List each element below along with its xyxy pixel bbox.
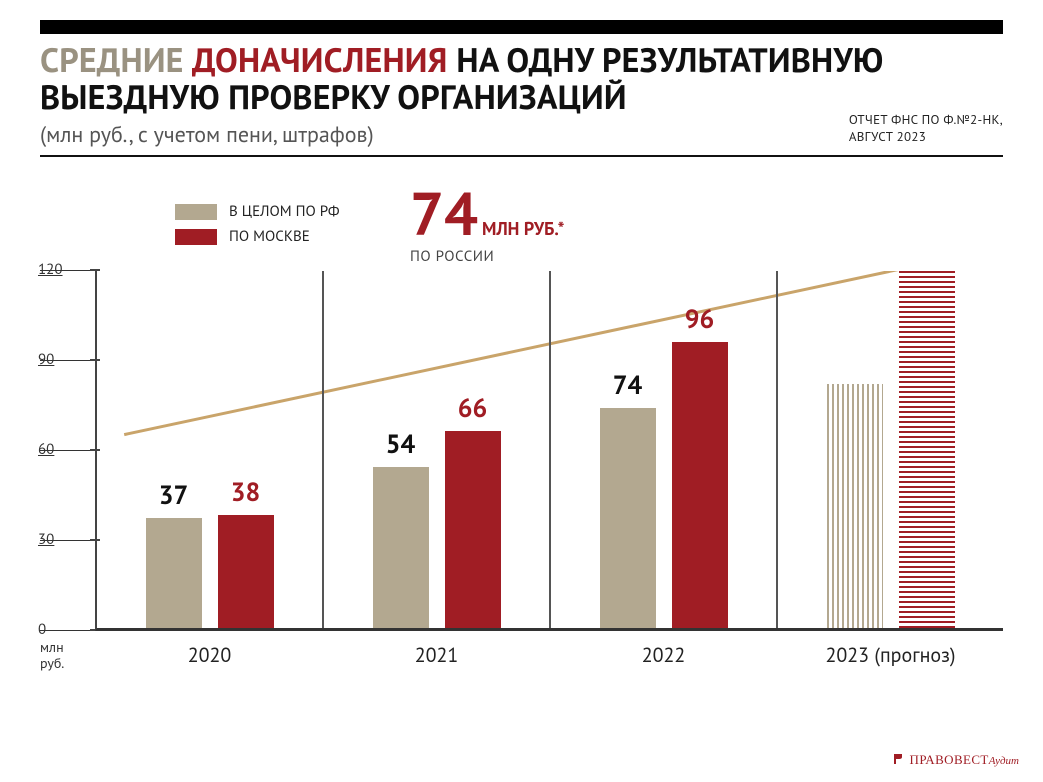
bar-pair: 3738 (146, 271, 274, 628)
header-rule (40, 155, 1003, 157)
bar-rf (827, 384, 883, 628)
brand-logo: ПРАВОВЕСТАудит (892, 752, 1019, 770)
source-line-2: АВГУСТ 2023 (849, 129, 1003, 145)
bar-group: 74962022 (551, 271, 778, 628)
page-title: СРЕДНИЕ ДОНАЧИСЛЕНИЯ НА ОДНУ РЕЗУЛЬТАТИВ… (40, 42, 1003, 117)
source-note: ОТЧЕТ ФНС ПО Ф.№2-НК, АВГУСТ 2023 (849, 112, 1003, 145)
brand-icon (892, 752, 906, 770)
bar-value-label: 38 (231, 476, 260, 509)
y-tick: 60 (40, 450, 90, 451)
y-tick: 30 (40, 540, 90, 541)
y-axis-unit: млн руб. (40, 639, 90, 671)
title-block: СРЕДНИЕ ДОНАЧИСЛЕНИЯ НА ОДНУ РЕЗУЛЬТАТИВ… (40, 42, 1003, 149)
bar-group: 54662021 (324, 271, 551, 628)
y-tick: 90 (40, 360, 90, 361)
x-axis-label: 2023 (прогноз) (778, 642, 1003, 668)
plot-area: 3738202054662021749620222023 (прогноз) (95, 271, 1003, 631)
bar-value-label: 37 (159, 479, 188, 512)
x-axis-label: 2022 (551, 642, 776, 668)
chart: В ЦЕЛОМ ПО РФ ПО МОСКВЕ 74МЛН РУБ.* ПО Р… (40, 181, 1003, 701)
bar-moscow (899, 271, 955, 628)
page: СРЕДНИЕ ДОНАЧИСЛЕНИЯ НА ОДНУ РЕЗУЛЬТАТИВ… (0, 0, 1043, 782)
bar-groups: 3738202054662021749620222023 (прогноз) (97, 271, 1003, 628)
x-axis-label: 2020 (97, 642, 322, 668)
bar-group: 37382020 (97, 271, 324, 628)
bar-pair: 7496 (600, 271, 728, 628)
y-axis-unit-2: руб. (40, 655, 90, 671)
y-tick: 0 (40, 630, 90, 631)
bar-moscow: 66 (445, 431, 501, 627)
bar-value-label: 54 (386, 428, 415, 461)
y-tick: 120 (40, 270, 90, 271)
bar-moscow: 38 (218, 515, 274, 628)
bar-value-label: 66 (458, 392, 487, 425)
bar-pair (827, 271, 955, 628)
bar-rf: 54 (373, 467, 429, 628)
y-axis-unit-1: млн (40, 639, 90, 655)
bar-moscow: 96 (672, 342, 728, 628)
bar-group: 2023 (прогноз) (778, 271, 1003, 628)
bar-value-label: 96 (685, 303, 714, 336)
source-line-1: ОТЧЕТ ФНС ПО Ф.№2-НК, (849, 112, 1003, 128)
bar-pair: 5466 (373, 271, 501, 628)
bar-rf: 37 (146, 518, 202, 628)
brand-part-2: Аудит (989, 755, 1019, 767)
bar-value-label: 74 (613, 369, 642, 402)
x-axis-label: 2021 (324, 642, 549, 668)
bar-rf: 74 (600, 408, 656, 628)
y-axis: 0 30 60 90 120 (40, 271, 90, 631)
header-bar (40, 20, 1003, 34)
chart-inner: 0306090120 млн руб. 37382020546620217496… (95, 181, 1003, 701)
brand-part-1: ПРАВОВЕСТ (910, 752, 989, 767)
